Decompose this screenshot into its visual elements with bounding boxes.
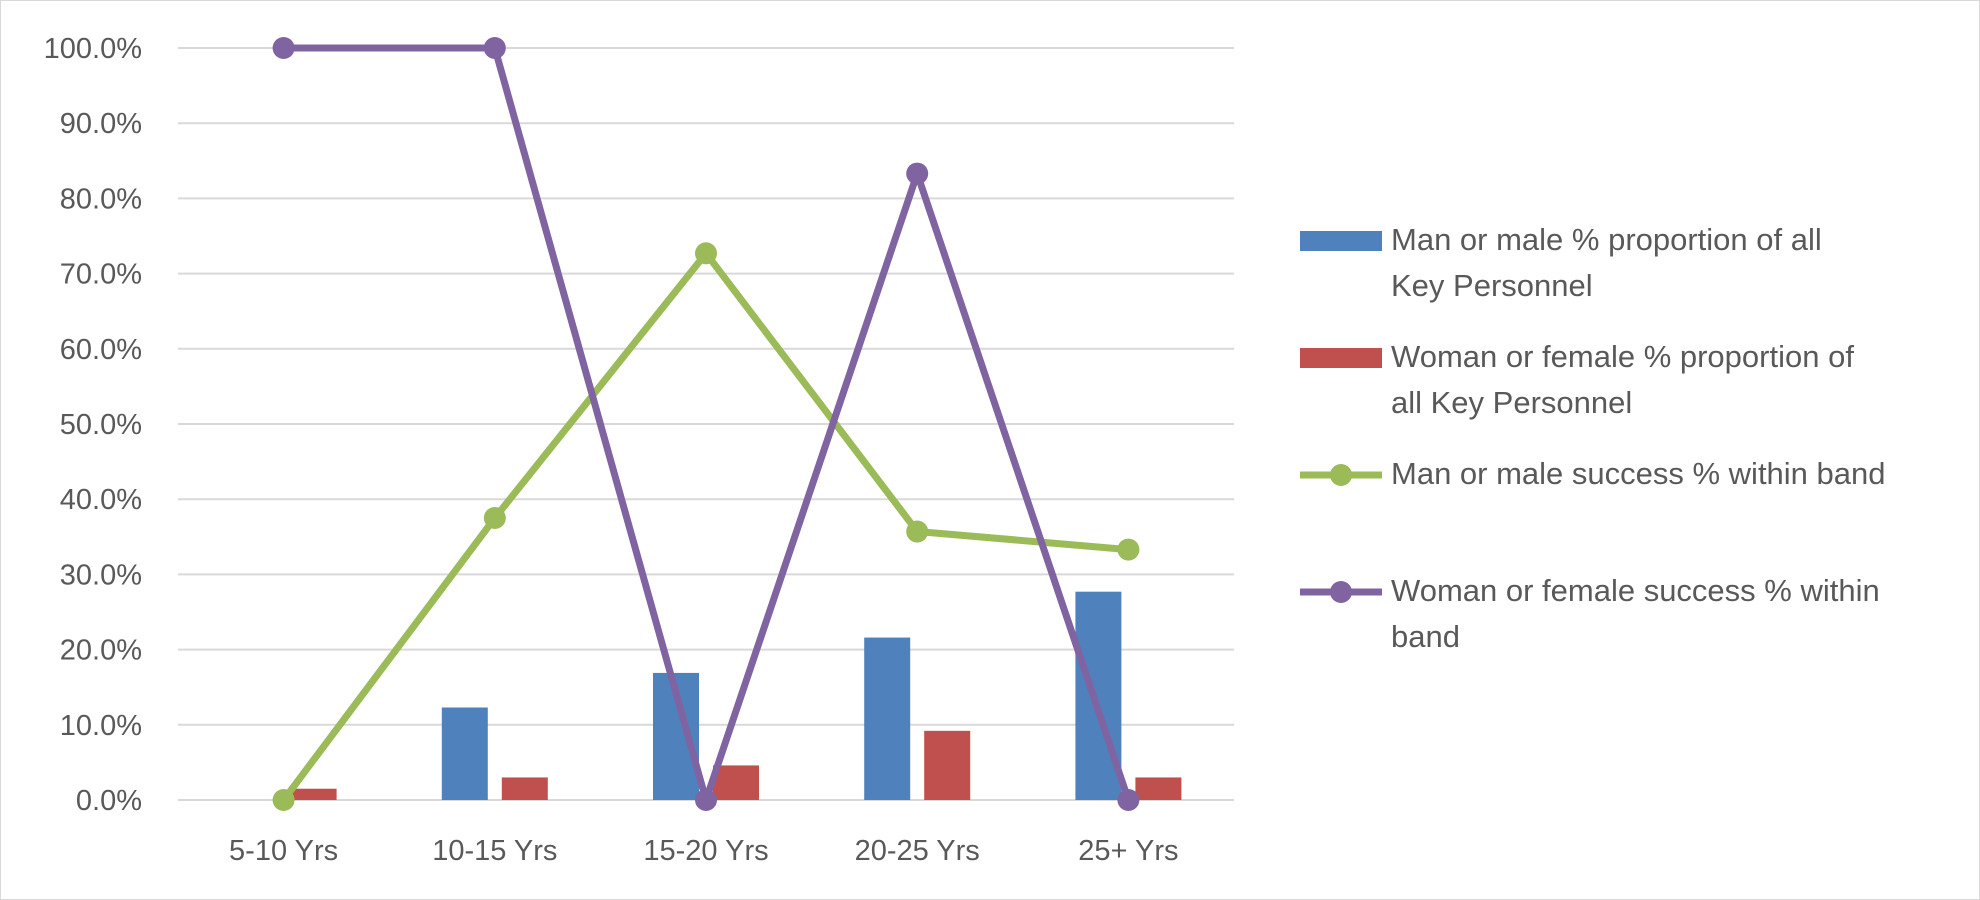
- y-tick-label: 0.0%: [76, 785, 142, 817]
- data-point: [483, 507, 506, 529]
- bar: [864, 637, 911, 800]
- x-tick-label: 20-25 Yrs: [855, 835, 980, 867]
- data-point: [272, 789, 295, 811]
- bar: [713, 765, 759, 800]
- x-tick-label: 25+ Yrs: [1078, 835, 1178, 867]
- y-tick-label: 40.0%: [60, 484, 142, 516]
- lines: [272, 37, 1140, 811]
- x-tick-label: 10-15 Yrs: [432, 835, 557, 867]
- x-axis-tick-labels: 5-10 Yrs 10-15 Yrs 15-20 Yrs 20-25 Yrs 25+ Y…: [229, 835, 1178, 867]
- x-tick-label: 5-10 Yrs: [229, 835, 338, 867]
- data-point: [906, 520, 929, 543]
- legend: Man or male % proportion of all Key Perso…: [1300, 222, 1886, 654]
- data-point: [695, 242, 717, 265]
- bar: [1135, 777, 1182, 800]
- y-tick-label: 70.0%: [60, 259, 142, 291]
- data-point: [272, 37, 295, 59]
- y-tick-label: 90.0%: [60, 108, 142, 140]
- bar: [290, 788, 337, 800]
- data-point: [1117, 789, 1140, 811]
- y-tick-label: 10.0%: [60, 710, 142, 742]
- bar: [924, 730, 971, 800]
- y-tick-label: 80.0%: [60, 183, 142, 215]
- legend-key: [1300, 231, 1382, 251]
- data-point: [906, 162, 929, 185]
- data-point: [695, 789, 717, 811]
- bar: [501, 777, 548, 800]
- legend-label: Woman or female % proportion of all Key P…: [1391, 339, 1854, 420]
- y-tick-label: 60.0%: [60, 334, 142, 366]
- bar: [441, 707, 488, 800]
- legend-label: Woman or female success % within band: [1391, 573, 1880, 654]
- legend-label: Man or male success % within band: [1391, 456, 1886, 491]
- y-axis-tick-labels: 0.0% 10.0% 20.0% 30.0% 40.0% 50.0% 60.0% 70.0% 8…: [44, 33, 142, 817]
- y-tick-label: 100.0%: [44, 33, 142, 65]
- y-tick-label: 20.0%: [60, 635, 142, 667]
- legend-key: [1300, 348, 1382, 368]
- legend-key-marker: [1330, 581, 1352, 603]
- gridlines: [178, 47, 1234, 801]
- bars: [290, 591, 1182, 800]
- data-point: [1117, 538, 1140, 561]
- series-line: [280, 249, 1129, 803]
- legend-key-marker: [1330, 464, 1352, 486]
- y-tick-label: 30.0%: [60, 559, 142, 591]
- data-point: [483, 37, 506, 59]
- legend-label: Man or male % proportion of all Key Perso…: [1391, 222, 1822, 303]
- y-tick-label: 50.0%: [60, 409, 142, 441]
- x-tick-label: 15-20 Yrs: [643, 835, 768, 867]
